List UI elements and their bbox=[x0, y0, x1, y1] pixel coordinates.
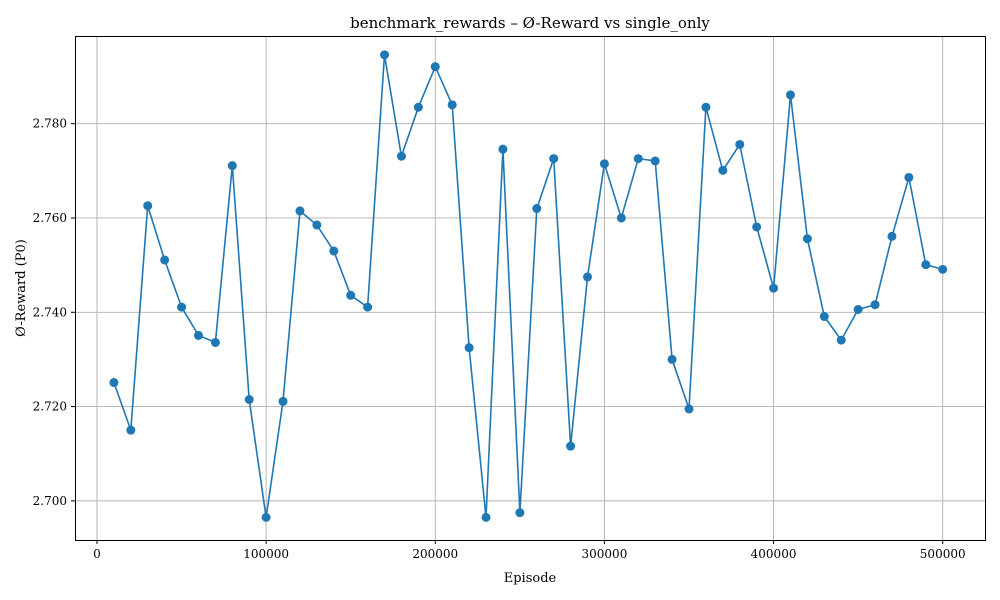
data-point bbox=[261, 512, 271, 522]
data-point bbox=[819, 312, 829, 322]
data-point bbox=[227, 161, 237, 171]
data-point bbox=[278, 396, 288, 406]
data-point bbox=[413, 102, 423, 112]
data-point bbox=[109, 378, 119, 388]
x-tick-label: 0 bbox=[93, 547, 101, 561]
series-line bbox=[113, 54, 943, 518]
data-point bbox=[667, 354, 677, 364]
x-tick-label: 200000 bbox=[412, 547, 458, 561]
data-point bbox=[532, 204, 542, 214]
data-point bbox=[481, 512, 491, 522]
y-tick-label: 2.760 bbox=[33, 211, 67, 225]
data-point bbox=[312, 220, 322, 230]
data-point bbox=[143, 201, 153, 211]
x-axis-ticks: 0 100000 200000 300000 400000 500000 bbox=[93, 540, 966, 561]
data-point bbox=[566, 441, 576, 451]
data-point bbox=[549, 154, 559, 164]
y-tick-label: 2.780 bbox=[33, 117, 67, 131]
data-point bbox=[802, 234, 812, 244]
data-point bbox=[650, 156, 660, 166]
data-point bbox=[769, 283, 779, 293]
data-point bbox=[515, 508, 525, 518]
data-point bbox=[938, 264, 948, 274]
y-axis-label: Ø-Reward (P0) bbox=[14, 239, 29, 337]
data-point bbox=[616, 213, 626, 223]
x-tick-label: 300000 bbox=[582, 547, 628, 561]
plot-frame bbox=[75, 36, 986, 541]
data-point bbox=[853, 304, 863, 314]
series-reward bbox=[109, 50, 948, 522]
data-point bbox=[904, 172, 914, 182]
data-point bbox=[363, 302, 373, 312]
data-point bbox=[329, 246, 339, 256]
y-axis-ticks: 2.700 2.720 2.740 2.760 2.780 bbox=[33, 117, 75, 508]
data-point bbox=[126, 425, 136, 435]
data-point bbox=[244, 395, 254, 405]
data-point bbox=[735, 139, 745, 149]
data-point bbox=[633, 154, 643, 164]
data-point bbox=[210, 337, 220, 347]
x-tick-label: 100000 bbox=[243, 547, 289, 561]
data-point bbox=[836, 335, 846, 345]
data-point bbox=[430, 62, 440, 72]
data-point bbox=[785, 90, 795, 100]
chart-title: benchmark_rewards – Ø-Reward vs single_o… bbox=[350, 14, 710, 32]
data-point bbox=[498, 144, 508, 154]
data-point bbox=[870, 300, 880, 310]
data-point bbox=[380, 50, 390, 60]
x-tick-label: 400000 bbox=[751, 547, 797, 561]
data-point bbox=[599, 159, 609, 169]
grid bbox=[75, 36, 985, 540]
y-tick-label: 2.720 bbox=[33, 400, 67, 414]
data-point bbox=[464, 343, 474, 353]
x-axis-label: Episode bbox=[504, 571, 557, 586]
data-point bbox=[447, 100, 457, 110]
x-tick-label: 500000 bbox=[920, 547, 966, 561]
data-point bbox=[396, 151, 406, 161]
data-point bbox=[193, 330, 203, 340]
data-point bbox=[701, 102, 711, 112]
y-tick-label: 2.700 bbox=[33, 494, 67, 508]
data-point bbox=[295, 206, 305, 216]
data-point bbox=[887, 231, 897, 241]
y-tick-label: 2.740 bbox=[33, 305, 67, 319]
data-point bbox=[346, 290, 356, 300]
data-point bbox=[752, 222, 762, 232]
data-point bbox=[177, 302, 187, 312]
data-point bbox=[583, 272, 593, 282]
data-point bbox=[160, 255, 170, 265]
data-point bbox=[921, 260, 931, 270]
data-point bbox=[684, 404, 694, 414]
data-point bbox=[718, 165, 728, 175]
